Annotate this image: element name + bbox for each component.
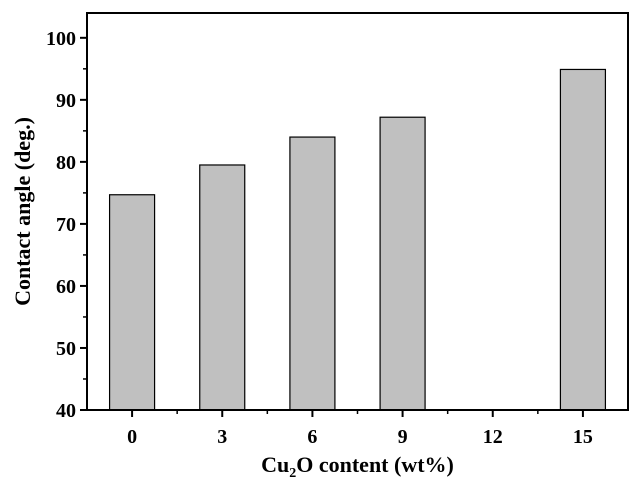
- y-tick-label-70: 70: [56, 214, 76, 236]
- x-tick-label-9: 9: [398, 426, 408, 448]
- bar-15: [559, 68, 607, 411]
- y-tick-label-40: 40: [56, 400, 76, 422]
- y-ticks-group: 40 50 60 70 80 90 100: [46, 28, 87, 422]
- y-tick-label-80: 80: [56, 152, 76, 174]
- x-axis-title: Cu2O content (wt%): [261, 452, 454, 481]
- y-tick-label-100: 100: [46, 28, 76, 50]
- x-tick-label-6: 6: [307, 426, 317, 448]
- x-ticks-group: 0 3 6 9 12 15: [127, 410, 593, 448]
- x-tick-label-0: 0: [127, 426, 137, 448]
- bar-6: [289, 136, 336, 411]
- bars-group: [108, 68, 607, 411]
- bar-3: [199, 164, 246, 411]
- y-tick-label-50: 50: [56, 338, 76, 360]
- y-tick-label-60: 60: [56, 276, 76, 298]
- x-axis-title-prefix: Cu: [261, 452, 289, 477]
- plot-frame: [86, 12, 629, 411]
- x-tick-label-12: 12: [483, 426, 503, 448]
- x-tick-label-3: 3: [217, 426, 227, 448]
- x-axis-title-subscript: 2: [289, 466, 296, 481]
- bar-0: [108, 194, 156, 411]
- y-axis-title: Contact angle (deg.): [10, 117, 35, 306]
- x-tick-label-15: 15: [573, 426, 593, 448]
- bar-9: [379, 116, 426, 411]
- x-axis-title-suffix: O content (wt%): [296, 452, 454, 477]
- y-tick-label-90: 90: [56, 90, 76, 112]
